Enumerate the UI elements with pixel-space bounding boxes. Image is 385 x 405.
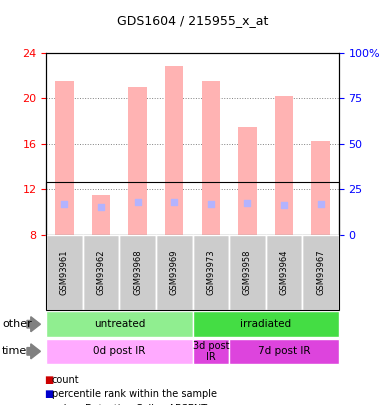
Text: untreated: untreated [94, 319, 145, 329]
Point [61, 200, 68, 207]
Bar [311, 141, 330, 235]
Text: ■: ■ [44, 390, 54, 399]
Point [171, 199, 177, 206]
Bar [92, 195, 110, 235]
Text: count: count [52, 375, 80, 385]
Text: time: time [2, 346, 27, 356]
Text: value, Detection Call = ABSENT: value, Detection Call = ABSENT [52, 404, 207, 405]
Text: 7d post IR: 7d post IR [258, 346, 310, 356]
Text: irradiated: irradiated [240, 319, 291, 329]
Text: GSM93973: GSM93973 [206, 249, 215, 295]
Text: GSM93967: GSM93967 [316, 249, 325, 295]
Text: other: other [2, 319, 32, 329]
Text: 3d post
IR: 3d post IR [192, 341, 229, 362]
Bar [202, 81, 220, 235]
Text: GSM93964: GSM93964 [280, 249, 288, 295]
Bar [238, 127, 256, 235]
FancyArrow shape [27, 344, 40, 359]
Bar [129, 87, 147, 235]
Text: GSM93958: GSM93958 [243, 249, 252, 295]
Bar [165, 66, 183, 235]
Point [98, 204, 104, 210]
FancyArrow shape [27, 317, 40, 332]
Text: GSM93968: GSM93968 [133, 249, 142, 295]
Point [318, 201, 324, 208]
Bar [275, 96, 293, 235]
Text: ■: ■ [44, 375, 54, 385]
Bar [55, 81, 74, 235]
Text: percentile rank within the sample: percentile rank within the sample [52, 390, 217, 399]
Text: GSM93969: GSM93969 [170, 249, 179, 295]
Text: GSM93961: GSM93961 [60, 249, 69, 295]
Point [208, 200, 214, 207]
Point [244, 200, 251, 206]
Text: ■: ■ [44, 404, 54, 405]
Text: 0d post IR: 0d post IR [93, 346, 146, 356]
Text: GDS1604 / 215955_x_at: GDS1604 / 215955_x_at [117, 14, 268, 27]
Point [135, 199, 141, 206]
Point [281, 202, 287, 209]
Text: GSM93962: GSM93962 [97, 249, 105, 295]
